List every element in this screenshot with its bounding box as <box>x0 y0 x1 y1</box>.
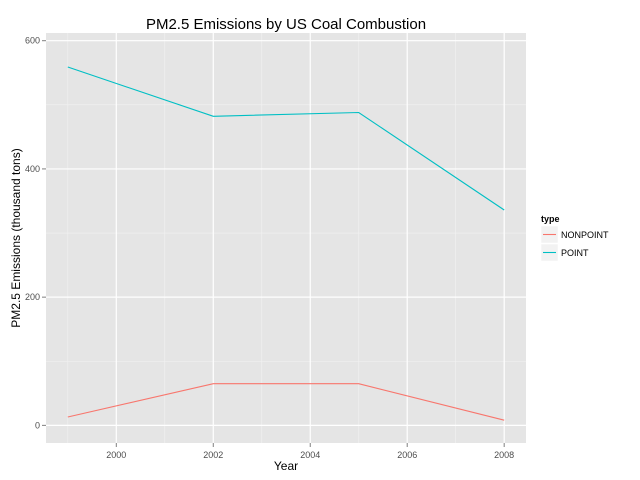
minor-gridlines <box>46 33 526 443</box>
y-axis-title: PM2.5 Emissions (thousand tons) <box>9 148 23 327</box>
legend-title: type <box>541 214 560 224</box>
x-tick-label: 2004 <box>300 450 320 460</box>
y-tick-label: 400 <box>25 164 40 174</box>
x-tick-label: 2008 <box>494 450 514 460</box>
y-tick-label: 600 <box>25 36 40 46</box>
series-line-point <box>67 66 505 211</box>
legend-label-nonpoint: NONPOINT <box>561 230 609 240</box>
legend: type NONPOINT POINT <box>540 214 609 262</box>
x-axis-ticks: 2000 2002 2004 2006 2008 <box>106 443 514 460</box>
x-tick-label: 2000 <box>106 450 126 460</box>
legend-label-point: POINT <box>561 248 589 258</box>
legend-items: NONPOINT POINT <box>540 225 609 262</box>
y-axis-ticks: 0 200 400 600 <box>25 36 46 430</box>
x-axis-title: Year <box>274 459 298 473</box>
y-tick-label: 200 <box>25 292 40 302</box>
y-tick-label: 0 <box>35 420 40 430</box>
plot-panel <box>46 33 526 443</box>
x-tick-label: 2002 <box>203 450 223 460</box>
series-line-nonpoint <box>67 383 505 421</box>
series-lines <box>67 66 505 421</box>
chart-title: PM2.5 Emissions by US Coal Combustion <box>146 16 426 33</box>
major-gridlines <box>46 33 526 443</box>
x-tick-label: 2006 <box>397 450 417 460</box>
